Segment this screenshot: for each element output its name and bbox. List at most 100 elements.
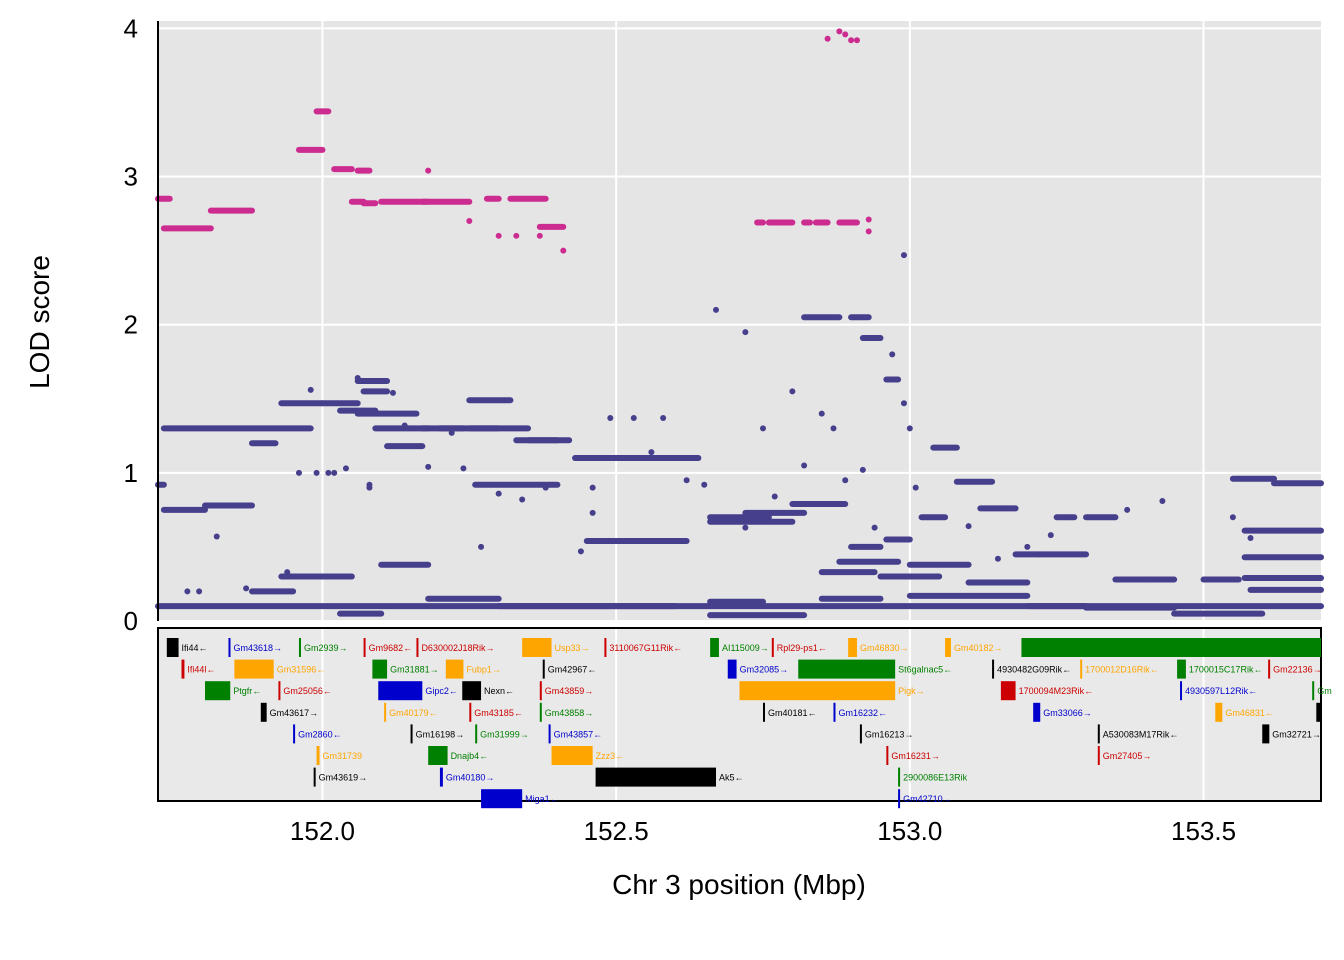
lod-point: [1047, 532, 1054, 539]
gene-bar: [439, 767, 443, 787]
lod-point: [842, 477, 849, 484]
lod-point: [325, 469, 332, 476]
y-tick-label: 2: [124, 310, 138, 340]
gene-bar: [522, 638, 552, 657]
gene-bar: [1021, 638, 1321, 657]
lod-point: [560, 247, 567, 254]
lod-point: [513, 232, 520, 239]
lod-point: [848, 37, 855, 44]
gene-bar: [1097, 746, 1100, 765]
gene-bar: [166, 638, 179, 657]
gene-label: Usp33→: [555, 643, 590, 653]
gene-label: D630002J18Rik→: [421, 643, 494, 653]
gene-label: 4930597L12Rik←: [1185, 686, 1257, 696]
gene-label: Gm43857←: [554, 729, 603, 739]
x-tick-label: 153.0: [877, 816, 942, 846]
gene-bar: [234, 659, 274, 679]
lod-point: [184, 588, 191, 595]
lod-point: [771, 493, 778, 500]
gene-label: Gm27405→: [1103, 751, 1152, 761]
gene-bar: [1033, 702, 1041, 722]
lod-point: [912, 484, 919, 491]
gene-label: 4930482G09Rik←: [997, 665, 1071, 675]
gene-bar: [1180, 681, 1183, 701]
x-tick-labels: 152.0 152.5 153.0 153.5: [290, 816, 1236, 846]
gene-label: Gm31596←: [277, 665, 326, 675]
gene-bar: [416, 638, 419, 657]
gene-label: Gipc2←: [425, 686, 458, 696]
lod-point: [295, 469, 302, 476]
gene-label: Gm43185←: [474, 708, 523, 718]
gene-bar: [384, 702, 387, 722]
gene-bar: [595, 767, 717, 787]
lod-point: [713, 306, 720, 313]
lod-point: [836, 28, 843, 35]
lod-point: [577, 548, 584, 555]
gene-label: Gm43617→: [270, 708, 319, 718]
gene-bar: [313, 767, 316, 787]
gene-label: 1700094M23Rik←: [1019, 686, 1094, 696]
y-tick-label: 0: [124, 606, 138, 636]
gene-label: Gm43618→: [233, 643, 282, 653]
lod-point: [906, 425, 913, 432]
lod-point: [536, 232, 543, 239]
lod-point: [630, 415, 637, 422]
gene-bar: [298, 638, 301, 657]
gene-bar: [539, 681, 542, 701]
gene-bar: [848, 638, 857, 657]
gene-label: Gm43619→: [319, 773, 368, 783]
lod-point: [519, 496, 526, 503]
gene-bar: [833, 702, 836, 722]
lod-point: [401, 422, 408, 429]
gene-bar: [475, 724, 478, 744]
gene-label: 1700012D16Rik←: [1085, 665, 1159, 675]
lod-point: [495, 490, 502, 497]
gene-label: Gm32721→: [1272, 729, 1321, 739]
lod-point: [900, 252, 907, 259]
lod-point: [865, 228, 872, 235]
lod-point: [683, 477, 690, 484]
lod-point: [331, 469, 338, 476]
lod-point: [671, 455, 678, 462]
lod-point: [448, 429, 455, 436]
lod-point: [701, 481, 708, 488]
gene-label: Gm16231→: [891, 751, 940, 761]
gene-label: Gm9682←: [369, 643, 413, 653]
gene-bar: [316, 746, 320, 765]
lod-point: [789, 388, 796, 395]
gene-bar: [363, 638, 366, 657]
gene-bar: [539, 702, 542, 722]
gene-bar: [1097, 724, 1100, 744]
gene-bar: [762, 702, 765, 722]
x-tick-label: 152.0: [290, 816, 355, 846]
gene-label: Ifi44l←: [187, 665, 215, 675]
gene-bar: [1000, 681, 1016, 701]
gene-label: Gm46831←: [1225, 708, 1274, 718]
gene-bar: [469, 702, 472, 722]
gene-label: Gm22136→: [1273, 665, 1322, 675]
lod-point: [801, 462, 808, 469]
gene-bar: [481, 789, 523, 809]
gene-label: Gm40182→: [954, 643, 1003, 653]
lod-point: [648, 449, 655, 456]
gene-bar: [604, 638, 607, 657]
lod-point: [994, 555, 1001, 562]
gene-label: Zzz3←: [596, 751, 625, 761]
lod-point: [389, 389, 396, 396]
gene-label: Gm31739: [323, 751, 363, 761]
lod-point: [354, 375, 361, 382]
gene-bar: [1215, 702, 1223, 722]
grid: [158, 21, 1321, 622]
lod-points: [155, 28, 1324, 619]
gene-label: Gm43859→: [545, 686, 594, 696]
gene-label: Pigk→: [898, 686, 925, 696]
gene-bar: [739, 681, 896, 701]
lod-point: [366, 481, 373, 488]
gene-bar: [548, 724, 551, 744]
gene-bar: [898, 789, 901, 809]
gene-label: Dnajb4←: [451, 751, 489, 761]
gene-label: 1700015C17Rik←: [1189, 665, 1263, 675]
gene-bar: [1080, 659, 1083, 679]
lod-point: [313, 469, 320, 476]
lod-point: [589, 484, 596, 491]
